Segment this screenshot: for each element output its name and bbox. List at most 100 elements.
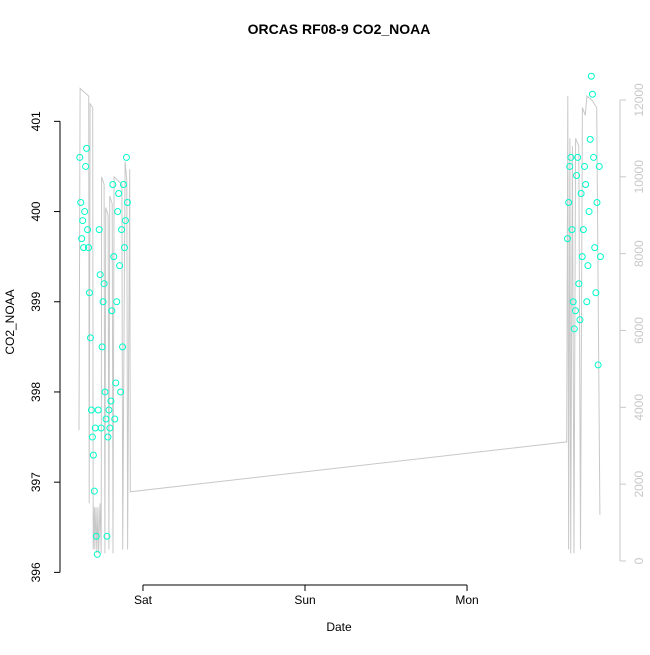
point [81,208,89,216]
point [117,388,125,396]
point [108,307,116,315]
point [576,316,584,324]
point [587,72,595,80]
point [92,532,100,540]
point [571,307,579,315]
point [85,244,93,252]
point [566,162,574,170]
point [573,171,581,179]
point [577,190,585,198]
y2-tick-label: 10000 [632,160,646,194]
point [595,162,603,170]
x-tick-label: Sat [134,593,153,607]
point [585,208,593,216]
point [82,162,90,170]
point [122,153,130,161]
y-tick-label: 396 [29,562,43,582]
point [590,153,598,161]
y2-tick-label: 0 [632,557,646,564]
chart-title: ORCAS RF08-9 CO2_NOAA [248,21,431,37]
point [596,253,604,261]
point [120,244,128,252]
point [120,180,128,188]
y2-tick-label: 12000 [632,83,646,117]
point [78,235,86,243]
point [593,199,601,207]
y-axis-label: CO2_NOAA [3,289,17,354]
point [105,406,113,414]
point [83,144,91,152]
x-axis-label: Date [326,620,352,634]
point [581,162,589,170]
point [77,199,85,207]
point [85,289,93,297]
altitude-line [78,87,601,554]
point [84,226,92,234]
point [94,406,102,414]
point [588,90,596,98]
y-tick-label: 398 [29,382,43,402]
x-tick-label: Sun [294,593,315,607]
x-tick-label: Mon [455,593,478,607]
point [96,271,104,279]
point [102,415,110,423]
point [119,343,127,351]
point [116,262,124,270]
point [93,550,101,558]
point [104,433,112,441]
point [80,244,88,252]
point [568,226,576,234]
point [586,135,594,143]
point [564,235,571,243]
y-tick-label: 401 [29,111,43,131]
point [100,280,108,288]
point [575,280,583,288]
point [565,199,573,207]
point [592,289,600,297]
point [76,153,84,161]
y-tick-label: 397 [29,472,43,492]
point [569,298,577,306]
point [90,487,98,495]
point [103,532,111,540]
y2-tick-label: 2000 [632,470,646,497]
point [583,298,591,306]
point [107,397,115,405]
point [106,424,114,432]
point [115,190,123,198]
point [584,262,592,270]
point [109,180,117,188]
point [574,153,582,161]
point [579,226,587,234]
point [110,253,118,261]
point [118,226,126,234]
point [591,244,599,252]
point [88,433,96,441]
point [89,451,97,459]
point [567,153,575,161]
point [97,424,105,432]
point [578,253,586,261]
point [594,361,602,369]
point [86,334,94,342]
point [112,379,120,387]
point [570,325,578,333]
point [113,298,121,306]
y2-tick-label: 6000 [632,317,646,344]
point [123,199,131,207]
point [79,217,87,225]
point [111,415,119,423]
point [99,298,107,306]
point [114,208,122,216]
point [98,343,106,351]
y2-tick-label: 4000 [632,394,646,421]
y-tick-label: 400 [29,201,43,221]
point [87,406,95,414]
point [121,217,129,225]
point [582,180,590,188]
y-tick-label: 399 [29,291,43,311]
y2-tick-label: 8000 [632,240,646,267]
point [95,226,103,234]
